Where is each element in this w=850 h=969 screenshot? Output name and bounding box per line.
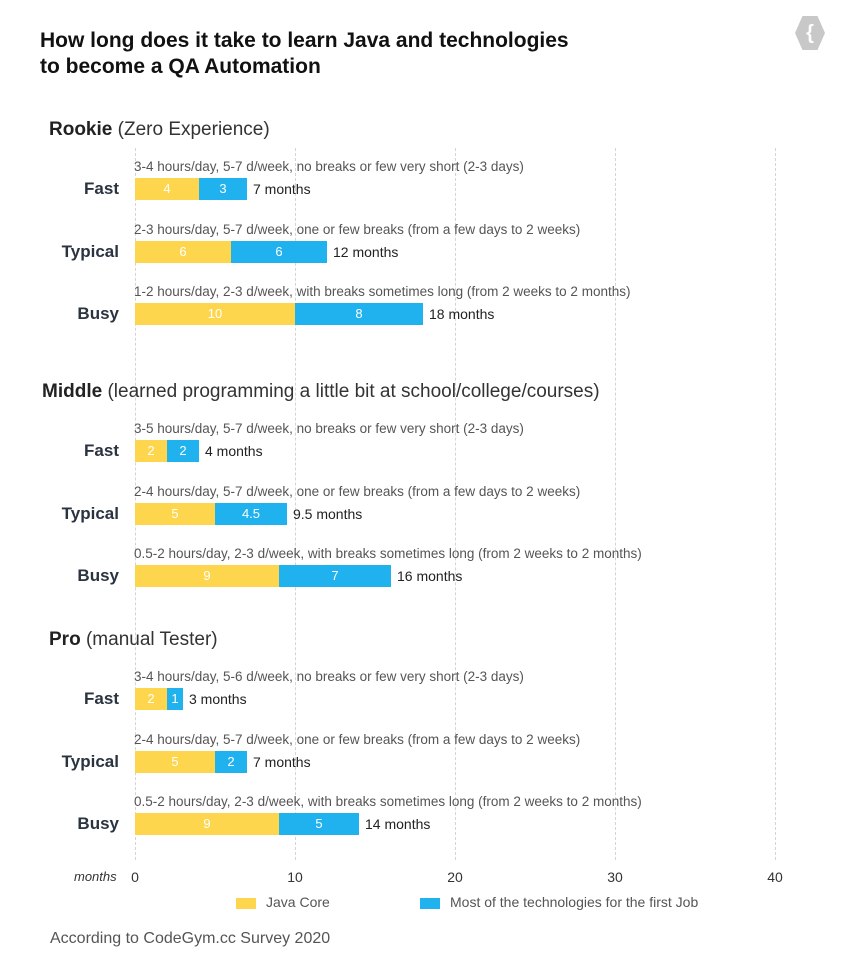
group-name: Rookie <box>49 119 113 140</box>
bar-total-label: 16 months <box>397 568 463 584</box>
row-note: 2-4 hours/day, 5-7 d/week, one or few br… <box>134 483 581 499</box>
bar-technologies: 6 <box>231 240 327 263</box>
source-note: According to CodeGym.cc Survey 2020 <box>50 930 331 947</box>
row-label: Busy <box>77 304 119 323</box>
x-tick-label: 20 <box>447 869 463 885</box>
x-tick-label: 40 <box>767 869 783 885</box>
bar-java-core: 9 <box>135 813 279 835</box>
legend-swatch <box>420 897 440 909</box>
bar-technologies: 4.5 <box>215 502 287 525</box>
group-header: Middle (learned programming a little bit… <box>42 381 600 403</box>
bar-java-core: 5 <box>135 502 215 525</box>
row-label: Typical <box>61 751 119 771</box>
gridline <box>455 148 456 860</box>
bar-java-core: 10 <box>135 303 295 325</box>
row-note: 3-4 hours/day, 5-6 d/week, no breaks or … <box>134 669 524 684</box>
group-name: Pro <box>49 629 81 650</box>
bar-technologies: 1 <box>167 688 183 710</box>
x-tick-label: 10 <box>287 869 303 885</box>
bar-total-label: 12 months <box>333 243 399 260</box>
bar-total-label: 3 months <box>189 691 247 707</box>
title-line-1: How long does it take to learn Java and … <box>40 29 569 52</box>
group-desc: (manual Tester) <box>85 629 218 650</box>
row-note: 2-4 hours/day, 5-7 d/week, one or few br… <box>134 731 581 747</box>
bar-java-core: 4 <box>135 178 199 200</box>
bar-technologies: 5 <box>279 813 359 835</box>
gridline <box>615 148 616 860</box>
row-note: 0.5-2 hours/day, 2-3 d/week, with breaks… <box>134 546 642 561</box>
row-note: 3-5 hours/day, 5-7 d/week, no breaks or … <box>134 421 524 436</box>
row-note: 0.5-2 hours/day, 2-3 d/week, with breaks… <box>134 794 642 809</box>
x-tick-label: 30 <box>607 869 623 885</box>
title-line-2: to become a QA Automation <box>40 55 321 78</box>
gridline <box>295 148 296 860</box>
bar-technologies: 3 <box>199 178 247 200</box>
legend-item: Java Core <box>236 894 330 910</box>
bar-java-core: 5 <box>135 750 215 773</box>
legend-swatch <box>236 897 256 909</box>
group-header: Pro (manual Tester) <box>49 629 218 651</box>
bar-java-core: 6 <box>135 240 231 263</box>
group-header: Rookie (Zero Experience) <box>49 119 270 141</box>
bar-total-label: 7 months <box>253 181 311 197</box>
x-tick-label: 0 <box>131 869 139 885</box>
row-note: 1-2 hours/day, 2-3 d/week, with breaks s… <box>134 284 631 299</box>
codegym-logo-icon: { <box>795 16 825 50</box>
bar-java-core: 2 <box>135 688 167 710</box>
chart-title: How long does it take to learn Java and … <box>40 28 600 80</box>
gridline <box>775 148 776 860</box>
bar-technologies: 8 <box>295 303 423 325</box>
legend-label: Java Core <box>266 894 330 910</box>
group-desc: (Zero Experience) <box>117 119 270 140</box>
group-desc: (learned programming a little bit at sch… <box>107 381 600 402</box>
bar-total-label: 4 months <box>205 443 263 459</box>
group-name: Middle <box>42 381 103 402</box>
x-axis-label: months <box>74 869 117 884</box>
row-label: Fast <box>84 441 119 460</box>
bar-technologies: 2 <box>167 440 199 462</box>
row-label: Fast <box>84 179 119 198</box>
row-note: 3-4 hours/day, 5-7 d/week, no breaks or … <box>134 159 524 174</box>
bar-total-label: 18 months <box>429 306 495 322</box>
bar-java-core: 2 <box>135 440 167 462</box>
row-label: Busy <box>77 814 119 833</box>
bar-java-core: 9 <box>135 565 279 587</box>
row-label: Typical <box>61 503 119 523</box>
row-label: Typical <box>61 241 119 261</box>
bar-total-label: 7 months <box>253 753 311 770</box>
legend-item: Most of the technologies for the first J… <box>420 894 698 910</box>
bar-technologies: 7 <box>279 565 391 587</box>
bar-total-label: 14 months <box>365 816 431 832</box>
row-note: 2-3 hours/day, 5-7 d/week, one or few br… <box>134 221 581 237</box>
bar-technologies: 2 <box>215 750 247 773</box>
row-label: Busy <box>77 566 119 585</box>
bar-total-label: 9.5 months <box>293 505 363 522</box>
legend-label: Most of the technologies for the first J… <box>450 894 699 910</box>
row-label: Fast <box>84 689 119 708</box>
